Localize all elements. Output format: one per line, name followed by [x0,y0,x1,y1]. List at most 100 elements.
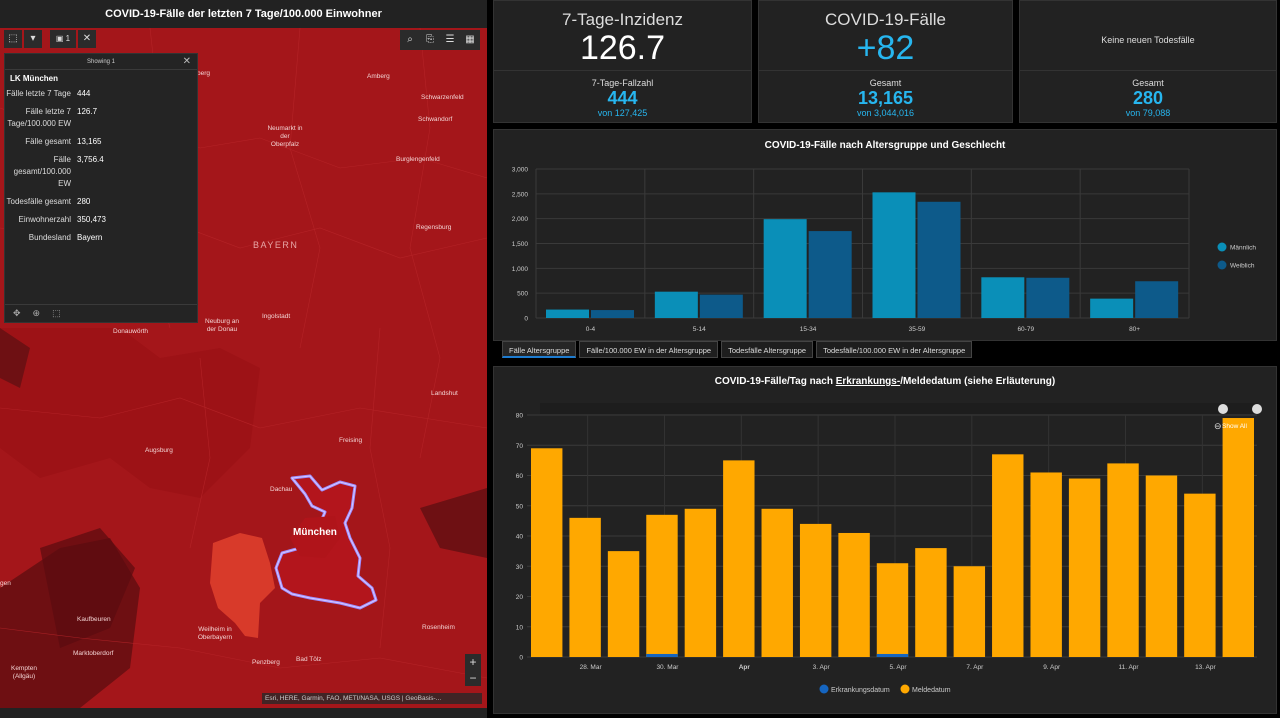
range-handle-right [1252,404,1262,414]
x-tick-label: 30. Mar [656,664,679,671]
bar-meldedatum [723,460,755,657]
zoom-out-button[interactable]: − [469,671,477,685]
bar-meldedatum [992,454,1024,657]
popup-key: Bundesland [28,233,71,242]
basemap-gallery-icon[interactable]: ▦ [460,30,480,50]
close-icon[interactable]: ✕ [182,56,191,67]
x-tick-label: 35-59 [909,326,926,333]
deaths-card-top: Keine neuen Todesfälle [1020,1,1276,71]
zoom-control: + − [465,654,481,686]
deaths-sub-note: von 79,088 [1125,108,1171,118]
bar-meldedatum [684,508,717,657]
y-tick-label: 80 [516,413,524,420]
close-icon[interactable]: ✕ [78,30,96,48]
chevron-down-icon[interactable]: ▾ [24,30,42,48]
select-feature-icon[interactable]: ⬚ [52,308,61,318]
popup-footer: ✥ ⊕ ⬚ [5,304,197,322]
zoom-to-icon[interactable]: ⊕ [32,308,41,318]
x-tick-label: 13. Apr [1195,664,1216,671]
bar-weiblich [1026,277,1070,318]
y-tick-label: 2,500 [512,191,529,198]
x-tick-label: 28. Mar [580,664,603,671]
bar-maennlich [654,291,698,318]
map-label: Bad Tölz [296,656,322,663]
popup-value: 3,756.4 [77,155,104,164]
popup-key: Fälle letzte 7 Tage [6,89,71,98]
bar-meldedatum [1107,463,1139,657]
map-city-label-muenchen[interactable]: München [293,527,337,538]
bar-meldedatum [1068,478,1101,657]
bar-meldedatum [1145,475,1178,657]
popup-row: Einwohnerzahl 350,473 [5,211,197,229]
y-tick-label: 30 [516,564,524,571]
incidence-sub-value: 444 [607,88,638,108]
map-label: berg [197,70,211,77]
legend-swatch [819,684,829,694]
popup-row: Todesfälle gesamt 280 [5,193,197,211]
cases-value: +82 [856,29,915,67]
select-tool-icon[interactable]: ⬚ [4,30,22,48]
map-label: Schwarzenfeld [421,94,464,101]
tab-faelle-pro-100k[interactable]: Fälle/100.000 EW in der Altersgruppe [579,341,719,358]
popup-row: Bundesland Bayern [5,229,197,247]
search-icon[interactable]: ⌕ [400,30,420,50]
x-tick-label: 5. Apr [890,664,908,671]
range-slider-track [540,403,1258,414]
x-tick-label: 5-14 [693,326,706,333]
show-all-button: Show All [1222,423,1247,430]
bar-meldedatum [915,548,947,657]
daily-chart-panel: COVID-19-Fälle/Tag nach Erkrankungs-/Mel… [493,366,1277,714]
x-tick-label: 3. Apr [813,664,831,671]
deaths-message: Keine neuen Todesfälle [1101,35,1195,45]
selection-count-button[interactable]: ▣ 1 [50,30,76,48]
map-attribution[interactable]: Esri, HERE, Garmin, FAO, METI/NASA, USGS… [262,693,482,704]
popup-key: Einwohnerzahl [18,215,71,224]
popup-key: Fälle gesamt [25,137,71,146]
daily-chart-title: COVID-19-Fälle/Tag nach Erkrankungs-/Mel… [494,376,1276,387]
daily-chart-title-part: /Meldedatum (siehe Erläuterung) [900,376,1056,387]
cases-card: COVID-19-Fälle +82 Gesamt 13,165 von 3,0… [758,0,1013,123]
x-tick-label: Apr [739,664,751,671]
erkrankungsdatum-link[interactable]: Erkrankungs- [835,376,901,387]
incidence-sub-note: von 127,425 [597,108,648,118]
bar-meldedatum [1222,418,1254,657]
bar-maennlich [546,309,589,318]
x-tick-label: 15-34 [800,326,817,333]
layer-list-icon[interactable]: ☰ [440,30,460,50]
bar-maennlich [1090,298,1134,318]
map-label: Donauwörth [113,328,149,335]
popup-row: Fälle gesamt 13,165 [5,133,197,151]
incidence-card-top: 7-Tage-Inzidenz 126.7 [494,1,751,71]
tab-faelle-altersgruppe[interactable]: Fälle Altersgruppe [502,341,577,358]
map-region-label: BAYERN [253,240,299,250]
bookmark-icon[interactable]: ⎘ [420,30,440,50]
y-tick-label: 20 [516,594,524,601]
tab-todesfaelle-altersgruppe[interactable]: Todesfälle Altersgruppe [721,341,814,358]
map-label: Kaufbeuren [77,616,111,623]
cases-card-top: COVID-19-Fälle +82 [759,1,1012,71]
daily-chart: 0 10 20 30 40 50 60 70 80 28. Mar 30. Mar Apr 3. Apr… [516,403,1262,694]
y-tick-label: 60 [516,473,524,480]
tab-todesfaelle-pro-100k[interactable]: Todesfälle/100.000 EW in der Altersgrupp… [816,341,973,358]
popup-header-text: Showing 1 [86,59,116,65]
cases-sub-value: 13,165 [857,88,914,108]
map-label: Rosenheim [422,624,455,631]
daily-chart-title-part: COVID-19-Fälle/Tag nach [714,376,836,387]
x-tick-label: 7. Apr [966,664,984,671]
map-toolbar-right: ⌕ ⎘ ☰ ▦ [400,30,480,50]
deaths-sub-label: Gesamt [1132,78,1164,88]
map-label: Neumarkt in der Oberpfalz [267,125,303,148]
map-label: Marktoberdorf [73,650,114,657]
pan-icon[interactable]: ✥ [13,308,21,318]
map-label: Schwandorf [418,116,453,123]
bar-meldedatum [569,517,601,657]
zoom-in-button[interactable]: + [469,655,477,669]
x-tick-label: 60-79 [1017,326,1034,333]
feature-popup: Showing 1 ✕ LK München Fälle letzte 7 Ta… [4,53,198,323]
x-tick-label: 9. Apr [1043,664,1061,671]
popup-key: Todesfälle gesamt [6,197,71,206]
popup-value: Bayern [77,233,103,242]
cases-sub-note: von 3,044,016 [856,108,915,118]
age-chart-tabs: Fälle Altersgruppe Fälle/100.000 EW in d… [502,341,973,358]
legend-swatch [900,684,910,694]
